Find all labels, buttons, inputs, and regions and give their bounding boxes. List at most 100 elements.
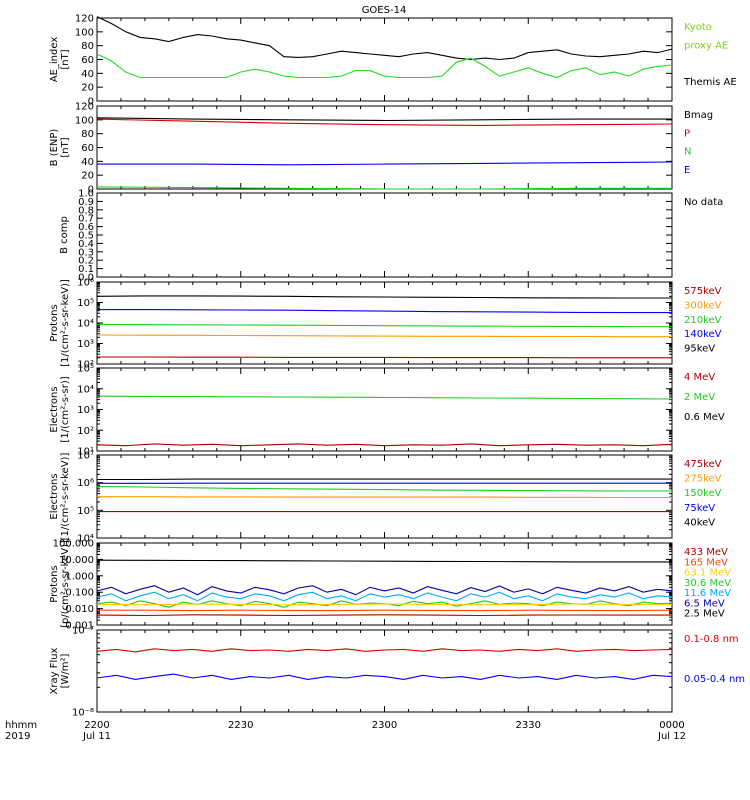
series-line [96,117,672,122]
x-tick-label: 2200 [84,720,109,731]
y-axis-label: Protons [49,565,60,602]
y-tick-label: 10² [77,360,94,371]
series-line [96,395,673,400]
y-axis-label: [p/(cm²-s-sr-keV)] [60,540,71,628]
series-line [96,53,673,79]
series-line [97,356,672,359]
time-axis: hhmm 2019 2200 2230 2300 2330 0000 Jul 11 Jul … [5,720,686,742]
legend-label: P [684,128,690,139]
legend-label: 0.1-0.8 nm [684,634,739,645]
y-tick-label: 60 [81,55,94,66]
y-axis-label: [nT] [60,137,71,157]
legend-label: Bmag [684,110,713,121]
y-tick-label: 120 [75,102,94,113]
panel-xray: 10⁻⁸ 10⁻⁷ Xray Flux [W/m²] 0.1-0.8 nm 0.05-0.… [49,626,745,719]
series-line [96,334,672,338]
y-tick-label: 0.001 [65,621,94,632]
panel-frame [96,17,673,102]
x-tick-label: 2230 [228,720,253,731]
legend-label: 210keV [684,315,722,326]
legend-label: 30.6 MeV [684,578,731,589]
y-tick-label: 1.000 [65,571,94,582]
y-axis-label: [1/(cm²-s-sr)] [60,376,71,442]
y-tick-label: 10⁴ [77,384,94,395]
series-line [96,591,673,602]
y-tick-label: 20 [81,171,94,182]
y-axis-label: AE_index [49,37,60,83]
legend-label: Themis AE [683,77,737,88]
y-axis-label: Electrons [49,473,60,519]
plot-title: GOES-14 [362,5,407,16]
y-tick-label: 40 [81,157,94,168]
legend-label: 275keV [684,474,722,485]
y-tick-label: 1.0 [78,189,94,200]
legend-label: 6.5 MeV [684,598,725,609]
legend-label: N [684,147,691,158]
series-line [97,161,673,166]
y-tick-label: 10⁶ [77,478,94,489]
y-tick-label: 80 [81,41,94,52]
y-axis-label: Xray Flux [49,647,60,694]
y-axis-label: [1/(cm²-s-sr-keV)] [60,453,71,541]
y-tick-label: 10⁵ [77,364,94,375]
y-tick-label: 10⁴ [77,319,94,330]
legend-label: 4 MeV [684,372,715,383]
date-label: Jul 12 [657,731,686,742]
y-tick-label: 10³ [77,339,94,350]
y-tick-label: 0.3 [78,247,94,258]
panel-ae: 0 20 40 60 80 100 120 AE_index [nT] Kyoto proxy AE… [49,14,737,108]
y-tick-label: 10³ [77,405,94,416]
y-tick-label: 0.5 [78,231,94,242]
series-line [96,673,673,680]
x-tick-label: 0000 [659,720,684,731]
series-line [96,16,673,61]
series-line [97,309,672,314]
panel-protons_high: 0.001 0.010 0.100 1.000 10.000 100.000 Protons… [49,539,731,632]
series-line [96,186,672,190]
series-line [96,295,672,299]
panel-bfield: 0 20 40 60 80 100 120 B (ENP) [nT] Bmag PNE [49,102,713,196]
legend-label: 63.1 MeV [684,568,731,579]
legend-label: 575keV [684,286,722,297]
y-tick-label: 0.0 [78,273,94,284]
series-line [96,323,673,328]
legend-label: 11.6 MeV [684,588,731,599]
y-tick-label: 0.9 [78,197,94,208]
y-tick-label: 100 [75,115,94,126]
legend-label: 433 MeV [684,547,728,558]
y-tick-label: 10.000 [59,555,94,566]
y-axis-label: [1/(cm²-s-sr-keV)] [60,279,71,367]
series-line [96,443,673,447]
y-tick-label: 80 [81,129,94,140]
legend-label: 40keV [684,517,715,528]
panel-electrons_kev: 10⁴ 10⁵ 10⁶ 10⁷ Electrons [1/(cm²-s-sr-keV)] 4… [49,451,722,545]
y-tick-label: 10⁵ [77,506,94,517]
panel-frame [96,542,673,626]
y-tick-label: 0.6 [78,222,94,233]
legend-label: 165 MeV [684,557,728,568]
hhmm-label: hhmm [5,720,37,731]
series-line [96,559,672,563]
y-axis-label: Protons [49,304,60,341]
series-line [96,614,672,617]
panel-frame [96,367,673,452]
y-tick-label: 0.4 [78,239,94,250]
year-label: 2019 [5,731,30,742]
legend-label: 2.5 MeV [684,609,725,620]
y-axis-label: [W/m²] [60,653,71,688]
x-tick-label: 2300 [372,720,397,731]
y-tick-label: 0.1 [78,264,94,275]
legend-label: E [684,165,690,176]
y-tick-label: 0.7 [78,214,94,225]
y-tick-label: 10⁻⁸ [72,708,94,719]
legend-label: Kyoto [684,22,712,33]
legend-label: 150keV [684,488,722,499]
series-line [96,585,673,596]
y-axis-label: Electrons [49,386,60,432]
series-line [96,118,673,126]
panel-bcomp: 0.00.10.20.30.40.50.60.70.80.91.0 B comp N… [59,189,723,284]
y-tick-label: 0.010 [65,604,94,615]
legend-label: 300keV [684,300,722,311]
y-tick-label: 100.000 [53,539,94,550]
